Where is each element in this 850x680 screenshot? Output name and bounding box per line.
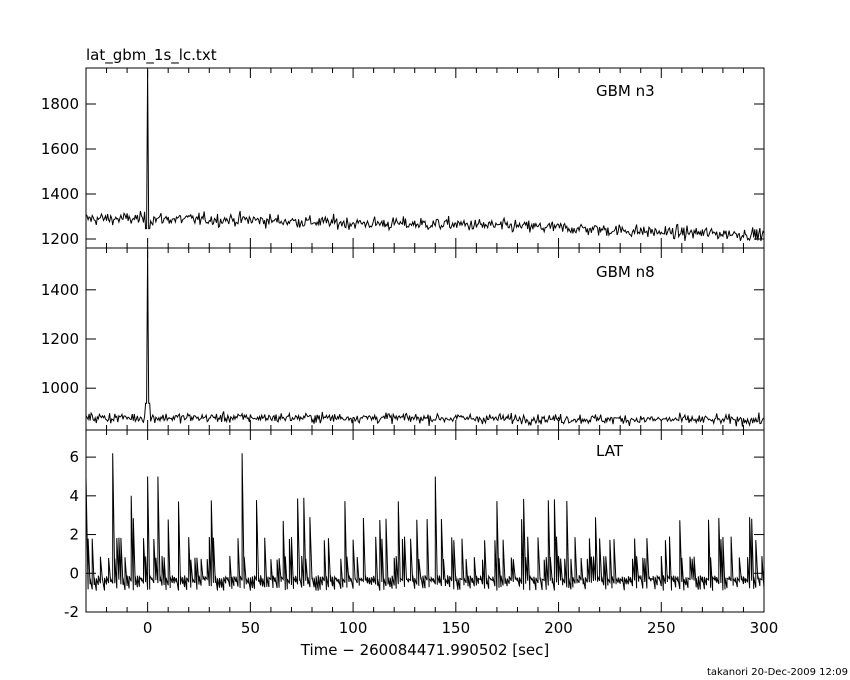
x-axis-label: Time − 260084471.990502 [sec]: [300, 641, 550, 659]
y-tick-label: 1800: [41, 95, 79, 113]
y-tick-label: 1200: [41, 230, 79, 248]
panel-gbm-n8: GBM n8 1000 1200 1400: [41, 247, 765, 431]
series-line: [85, 70, 765, 242]
x-tick-label: 50: [241, 619, 260, 637]
panel-label-gbm-n8: GBM n8: [596, 263, 655, 281]
panel-label-gbm-n3: GBM n3: [596, 82, 655, 100]
x-tick-label: 100: [339, 619, 368, 637]
x-tick-label: 150: [441, 619, 470, 637]
x-tick-label: 200: [544, 619, 573, 637]
series-line: [85, 453, 765, 591]
y-tick-label: 2: [69, 526, 79, 544]
y-tick-label: 1400: [41, 185, 79, 203]
x-tick-label: 0: [143, 619, 153, 637]
y-tick-label: 1600: [41, 140, 79, 158]
y-tick-label: 0: [69, 564, 79, 582]
chart-title: lat_gbm_1s_lc.txt: [86, 46, 217, 65]
panel-gbm-n3: GBM n3 1200 1400 1600 1800: [41, 67, 765, 249]
y-tick-label: 4: [69, 487, 79, 505]
y-tick-label: -2: [64, 603, 79, 621]
y-tick-label: 1400: [41, 281, 79, 299]
panel-frame: [85, 247, 765, 431]
y-tick-label: 6: [69, 448, 79, 466]
panel-lat: LAT -2 0 2 4 6: [64, 429, 765, 621]
series-line: [85, 250, 765, 428]
y-tick-label: 1000: [41, 379, 79, 397]
footer-timestamp: takanori 20-Dec-2009 12:09: [707, 667, 848, 678]
x-tick-label: 250: [647, 619, 676, 637]
y-tick-label: 1200: [41, 330, 79, 348]
x-tick-label: 300: [750, 619, 779, 637]
panel-label-lat: LAT: [596, 442, 624, 460]
